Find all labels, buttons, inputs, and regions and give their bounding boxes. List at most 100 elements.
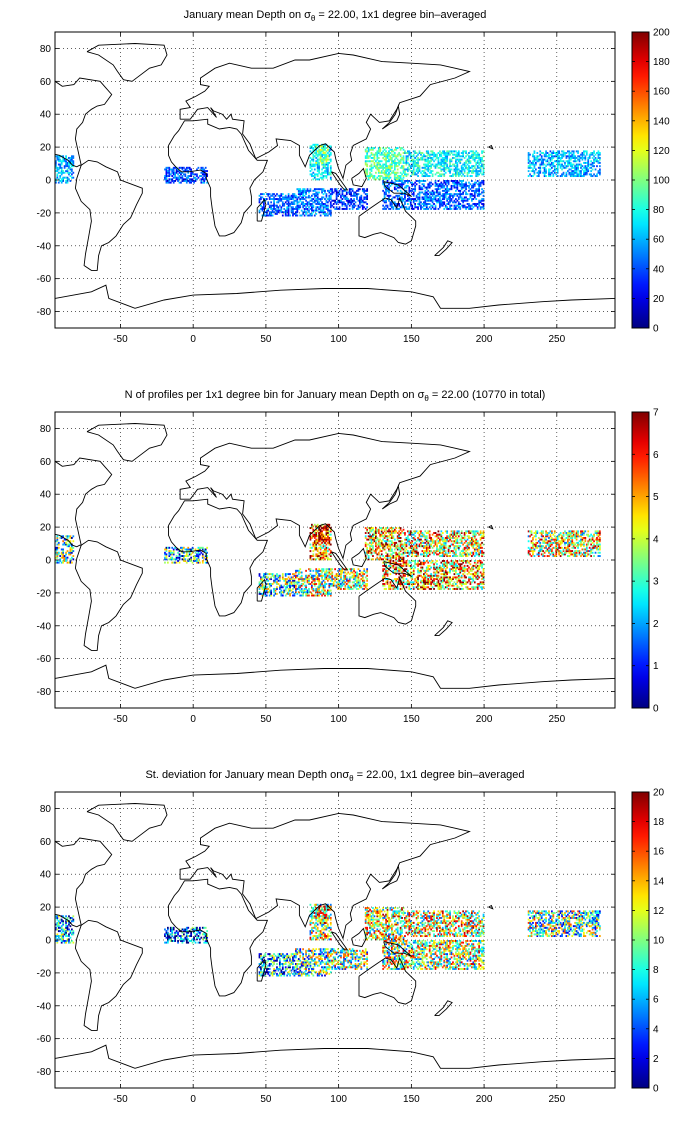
bin-cell [431, 204, 434, 207]
bin-cell [311, 581, 313, 584]
bin-cell [315, 143, 318, 146]
bin-cell [476, 183, 479, 186]
bin-cell [309, 189, 312, 192]
bin-cell [373, 156, 376, 159]
bin-cell [401, 147, 403, 150]
bin-cell [447, 551, 450, 554]
bin-cell [321, 196, 323, 199]
bin-cell [549, 173, 552, 176]
bin-cell [481, 160, 483, 163]
bin-cell [388, 168, 390, 171]
bin-cell [453, 206, 456, 209]
bin-cell [292, 194, 294, 197]
bin-cell [270, 194, 273, 197]
bin-cell [443, 203, 446, 205]
bin-cell [315, 525, 318, 528]
bin-cell [537, 173, 540, 176]
bin-cell [405, 158, 408, 161]
bin-cell [348, 207, 351, 210]
bin-cell [311, 199, 313, 202]
bin-cell [284, 587, 287, 590]
bin-cell [167, 175, 169, 178]
bin-cell [469, 161, 472, 164]
bin-cell [292, 576, 294, 579]
bin-cell [479, 201, 482, 204]
bin-cell [319, 204, 322, 207]
bin-cell [379, 166, 382, 169]
bin-cell [472, 153, 475, 156]
bin-cell [392, 541, 395, 544]
bin-cell [340, 196, 342, 199]
bin-cell [578, 155, 581, 158]
bin-cell [462, 199, 465, 202]
bin-cell [424, 536, 427, 539]
bin-cell [62, 548, 65, 551]
bin-cell [370, 548, 373, 551]
bin-cell [327, 161, 329, 164]
bin-cell [591, 168, 594, 171]
bin-cell [369, 171, 371, 174]
bin-cell [414, 165, 417, 168]
bin-cell [297, 196, 300, 199]
bin-cell [431, 551, 434, 554]
bin-cell [169, 173, 172, 176]
bin-cell [69, 535, 72, 538]
bin-cell [385, 528, 387, 531]
bin-cell [417, 166, 419, 169]
bin-cell [439, 155, 441, 158]
bin-cell [441, 545, 444, 548]
bin-cell [334, 201, 337, 204]
bin-cell [312, 160, 315, 163]
bin-cell [171, 171, 174, 174]
bin-cell [462, 201, 465, 204]
bin-cell [597, 171, 600, 174]
bin-cell [444, 191, 447, 194]
bin-cell [315, 161, 318, 164]
bin-cell [313, 594, 316, 597]
bin-cell [415, 530, 418, 533]
bin-cell [322, 540, 325, 543]
bin-cell [348, 579, 351, 582]
bin-cell [279, 204, 281, 207]
bin-cell [409, 189, 412, 192]
bin-cell [313, 188, 316, 191]
bin-cell [568, 155, 571, 158]
bin-cell [319, 558, 322, 561]
bin-cell [482, 150, 485, 153]
bin-cell [414, 541, 417, 544]
bin-cell [279, 199, 281, 202]
bin-cell [425, 165, 428, 168]
bin-cell [385, 171, 387, 174]
bin-cell [305, 207, 307, 210]
bin-cell [391, 206, 393, 209]
bin-cell [441, 543, 444, 546]
bin-cell [181, 550, 184, 553]
bin-cell [329, 209, 332, 212]
bin-cell [418, 165, 421, 168]
bin-cell [315, 533, 318, 536]
bin-cell [375, 548, 377, 551]
bin-cell [172, 558, 175, 561]
bin-cell [312, 158, 315, 161]
bin-cell [473, 158, 476, 161]
bin-cell [263, 576, 265, 579]
bin-cell [409, 199, 412, 202]
bin-cell [562, 155, 565, 158]
bin-cell [322, 206, 325, 209]
bin-cell [463, 541, 466, 544]
bin-cell [396, 178, 399, 181]
bin-cell [475, 173, 478, 176]
bin-cell [549, 150, 552, 153]
bin-cell [344, 584, 347, 587]
bin-cell [581, 152, 584, 154]
bin-cell [305, 199, 307, 202]
bin-cell [328, 153, 331, 156]
bin-cell [425, 545, 428, 548]
bin-cell [57, 155, 60, 158]
bin-cell [398, 558, 401, 561]
bin-cell [389, 168, 392, 171]
bin-cell [185, 550, 188, 553]
bin-cell [473, 170, 476, 173]
bin-cell [372, 528, 374, 531]
bin-cell [343, 201, 345, 204]
